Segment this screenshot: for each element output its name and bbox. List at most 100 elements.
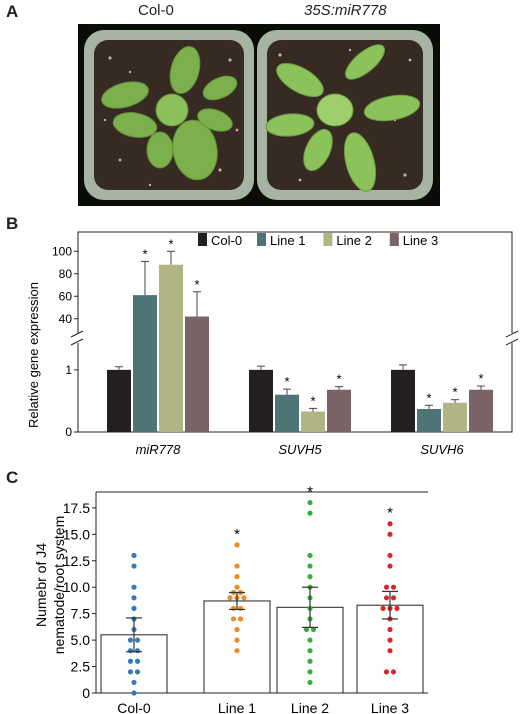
c-data-point — [234, 648, 240, 654]
b-bar-col-0-suvh6 — [391, 369, 415, 432]
c-tick-label: 17.5 — [63, 500, 90, 516]
b-significance-star: * — [478, 371, 483, 386]
c-data-point — [237, 605, 244, 611]
b-bar-col-0-suvh5 — [249, 369, 273, 432]
c-data-point — [387, 563, 393, 569]
b-ylabel: Relative gene expression — [26, 282, 41, 428]
c-data-point — [234, 584, 240, 590]
c-data-point — [131, 563, 137, 569]
b-legend-swatch-line-1 — [257, 233, 266, 246]
c-data-point — [390, 669, 397, 675]
c-data-point — [307, 552, 313, 559]
c-data-point — [307, 510, 313, 516]
c-data-point — [234, 542, 240, 548]
b-legend-label: Line 2 — [336, 233, 371, 248]
expression-chart: Relative gene expression Col-0 Line 1 Line… — [26, 231, 519, 457]
c-ylabel-line2: nematode/root system — [51, 516, 67, 655]
c-data-point — [303, 626, 310, 633]
b-bar-line-2-suvh6 — [443, 402, 467, 432]
b-bar-line-1-suvh5 — [275, 394, 299, 432]
b-lower-tick-label: 0 — [65, 425, 72, 439]
c-data-point — [131, 690, 137, 696]
b-bar-line-1-suvh6 — [417, 409, 441, 432]
b-bar-line-3-suvh5 — [327, 389, 351, 432]
b-group-label-mir778: miR778 — [136, 442, 182, 457]
nematode-chart: Numebr of J4 nematode/root system 0 2.5 5.… — [33, 484, 428, 714]
c-data-point — [131, 605, 137, 611]
b-legend-label: Line 3 — [403, 233, 438, 248]
b-upper-tick-label: 80 — [59, 267, 73, 281]
panel-b-letter: B — [6, 214, 19, 233]
c-data-point — [134, 637, 141, 643]
c-data-point — [383, 669, 390, 675]
c-tick-label: 12.5 — [63, 553, 90, 569]
b-significance-star: * — [452, 385, 457, 400]
c-data-point — [230, 605, 237, 611]
c-tick-label: 2.5 — [71, 659, 91, 675]
b-legend-label: Col-0 — [211, 233, 242, 248]
c-data-point — [387, 648, 393, 654]
c-data-point — [390, 595, 397, 601]
c-data-point — [131, 552, 137, 559]
c-data-point — [387, 521, 393, 527]
b-lower-tick-label: 1 — [65, 363, 72, 377]
b-upper-tick-label: 100 — [52, 244, 72, 258]
b-bar-line-1-mir778 — [133, 295, 157, 432]
c-ylabel-line1: Numebr of J4 — [33, 543, 49, 627]
b-significance-star: * — [284, 374, 289, 389]
photo-label-col0: Col-0 — [138, 2, 174, 19]
b-legend-label: Line 1 — [270, 233, 305, 248]
panel-a-letter: A — [6, 2, 19, 21]
photo-label-35s: 35S:miR778 — [304, 2, 387, 19]
c-data-point — [307, 563, 313, 569]
c-data-point — [307, 648, 313, 654]
c-tick-label: 7.5 — [71, 606, 91, 622]
c-data-point — [237, 616, 244, 622]
c-significance-star: * — [387, 505, 393, 522]
c-data-point — [234, 626, 240, 633]
c-data-point — [307, 658, 313, 664]
b-break-mark-right-1 — [505, 330, 519, 338]
c-data-point — [134, 658, 141, 664]
c-data-point — [390, 584, 397, 590]
b-bar-line-3-suvh6 — [469, 389, 493, 432]
c-data-point — [131, 595, 137, 601]
b-legend-swatch-col-0 — [198, 233, 207, 246]
c-data-point — [230, 616, 237, 622]
c-tick-label: 0 — [82, 685, 90, 701]
b-break-mask-right — [507, 333, 517, 343]
b-break-mask-left — [72, 333, 82, 343]
b-upper-tick-label: 40 — [59, 312, 73, 326]
c-data-point — [127, 648, 134, 654]
b-significance-star: * — [142, 246, 147, 261]
b-significance-star: * — [426, 390, 431, 405]
b-break-mark-right-2 — [505, 338, 519, 346]
c-bar-line 1 — [203, 600, 271, 694]
c-category-label: Line 2 — [291, 700, 329, 714]
c-data-point — [387, 637, 393, 643]
c-data-point — [131, 679, 137, 686]
b-bar-line-2-suvh5 — [301, 411, 325, 432]
c-data-point — [134, 648, 141, 654]
b-upper-tick-label: 60 — [59, 289, 73, 303]
b-significance-star: * — [310, 393, 315, 408]
c-data-point — [241, 595, 247, 601]
c-tick-label: 10.0 — [63, 579, 90, 595]
b-legend: Col-0 Line 1 Line 2 Line 3 — [198, 233, 438, 248]
c-data-point — [307, 637, 313, 643]
c-data-point — [310, 626, 317, 633]
b-bar-col-0-mir778 — [107, 369, 131, 432]
c-data-point — [307, 574, 313, 580]
c-tick-label: 15.0 — [63, 526, 90, 542]
b-group-label-suvh5: SUVH5 — [278, 442, 322, 457]
b-bar-line-3-mir778 — [185, 316, 209, 432]
c-category-label: Line 1 — [218, 700, 256, 714]
b-significance-star: * — [168, 236, 173, 251]
c-tick-label: 5.0 — [71, 632, 91, 648]
c-data-point — [131, 584, 137, 590]
c-category-label: Line 3 — [371, 700, 409, 714]
c-data-point — [234, 574, 240, 580]
b-bar-line-2-mir778 — [159, 264, 183, 432]
b-group-label-suvh6: SUVH6 — [420, 442, 464, 457]
